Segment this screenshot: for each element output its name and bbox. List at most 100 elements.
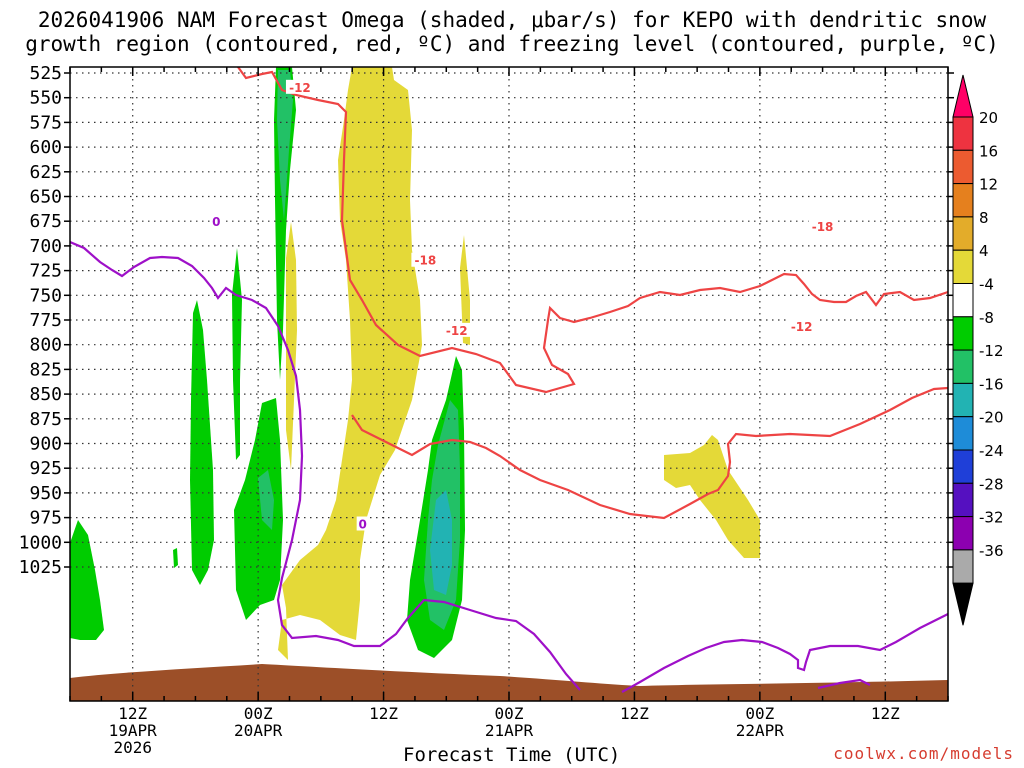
omega-region [70,520,104,640]
contour-label: -12 [446,324,468,338]
colorbar-label: -32 [979,509,1004,527]
omega-region [286,222,297,470]
x-tick-label: 12Z [118,704,147,723]
y-tick-label: 1000 [19,532,62,553]
y-tick-label: 875 [29,409,62,430]
x-tick-label: 00Z [495,704,524,723]
colorbar-segment [952,116,974,151]
colorbar-segment [952,582,974,626]
colorbar-segment [952,149,974,185]
contour-label: 0 [358,518,366,532]
colorbar-segment [952,382,974,418]
y-tick-label: 600 [29,137,62,158]
contour-label: -18 [812,220,834,234]
colorbar-segment [952,549,974,584]
title-line-2: growth region (contoured, red, ºC) and f… [25,32,999,56]
y-tick-label: 575 [29,112,62,133]
contour-label: -12 [289,81,311,95]
contour-label-bg [787,318,816,333]
y-tick-label: 1025 [19,557,62,578]
omega-region [430,490,452,595]
omega-region [173,548,178,568]
colorbar-segment [952,74,974,118]
colorbar-label: -4 [979,276,994,294]
contour-label: -18 [415,254,437,268]
contour-label-bg [285,79,314,94]
y-tick-label: 750 [29,285,62,306]
y-tick-label: 525 [29,63,62,84]
colorbar: 20 16 12 8 4 -4 -8 -12 -16 -20 -24 -28 -32 -36 [952,74,1004,626]
y-tick-label: 850 [29,384,62,405]
x-tick-label: 22APR [736,721,785,740]
colorbar-segment [952,249,974,284]
contour-label-bg [442,322,471,337]
omega-region [278,67,422,660]
title-line-1: 2026041906 NAM Forecast Omega (shaded, μ… [37,8,987,32]
y-tick-label: 550 [29,88,62,109]
x-tick-label: 12Z [871,704,900,723]
x-tick-label: 20APR [234,721,283,740]
terrain-fill [70,664,948,701]
omega-region [232,248,242,460]
colorbar-label: -8 [979,309,994,327]
colorbar-segment [952,349,974,384]
contours [70,67,948,693]
y-tick-label: 650 [29,187,62,208]
colorbar-segment [952,216,974,251]
contour-label-bg [356,516,369,531]
contour-line [817,678,871,690]
y-tick-label: 900 [29,434,62,455]
watermark: coolwx.com/models [833,744,1014,763]
grid-lines [70,67,948,701]
x-tick-label: 19APR [109,721,158,740]
colorbar-label: 4 [979,242,989,260]
y-tick-label: 975 [29,508,62,529]
colorbar-segment [952,516,974,551]
y-tick-label: 700 [29,236,62,257]
colorbar-label: 20 [979,109,998,127]
omega-region [277,70,293,220]
colorbar-label: -36 [979,542,1004,560]
contour-line [237,67,948,394]
colorbar-segment [952,449,974,484]
colorbar-label: -28 [979,475,1004,493]
colorbar-segment [952,482,974,518]
omega-region [258,470,274,530]
omega-region [190,300,214,585]
omega-region [664,435,760,558]
colorbar-segment [952,416,974,451]
colorbar-label: 8 [979,209,989,227]
y-tick-label: 725 [29,261,62,282]
x-tick-label: 2026 [113,738,152,757]
colorbar-label: -20 [979,409,1004,427]
y-tick-label: 625 [29,162,62,183]
y-tick-label: 925 [29,458,62,479]
contour-line [70,240,581,691]
contour-line [621,613,948,693]
contour-label-bg [411,252,440,267]
colorbar-label: -12 [979,342,1004,360]
colorbar-label: 16 [979,142,998,160]
x-tick-label: 12Z [369,704,398,723]
omega-region [460,235,470,345]
y-tick-label: 775 [29,310,62,331]
contour-label: -12 [791,320,813,334]
y-tick-label: 825 [29,359,62,380]
y-tick-label: 800 [29,335,62,356]
colorbar-label: -24 [979,442,1004,460]
colorbar-segment [952,183,974,218]
chart-title: 2026041906 NAM Forecast Omega (shaded, μ… [0,8,1024,56]
contour-label-bg [210,214,223,229]
contour-label-bg [808,219,837,234]
x-tick-label: 12Z [620,704,649,723]
y-axis: 525 550 575 600 625 650 675 700 725 750 775 800 825 8… [19,63,954,578]
x-tick-label: 21APR [485,721,534,740]
y-tick-label: 950 [29,483,62,504]
x-tick-label: 00Z [244,704,273,723]
colorbar-segment [952,283,974,318]
y-tick-label: 675 [29,211,62,232]
omega-shading [70,67,760,660]
contour-labels: -12 -18 -12 -18 -12 0 0 [210,79,837,532]
